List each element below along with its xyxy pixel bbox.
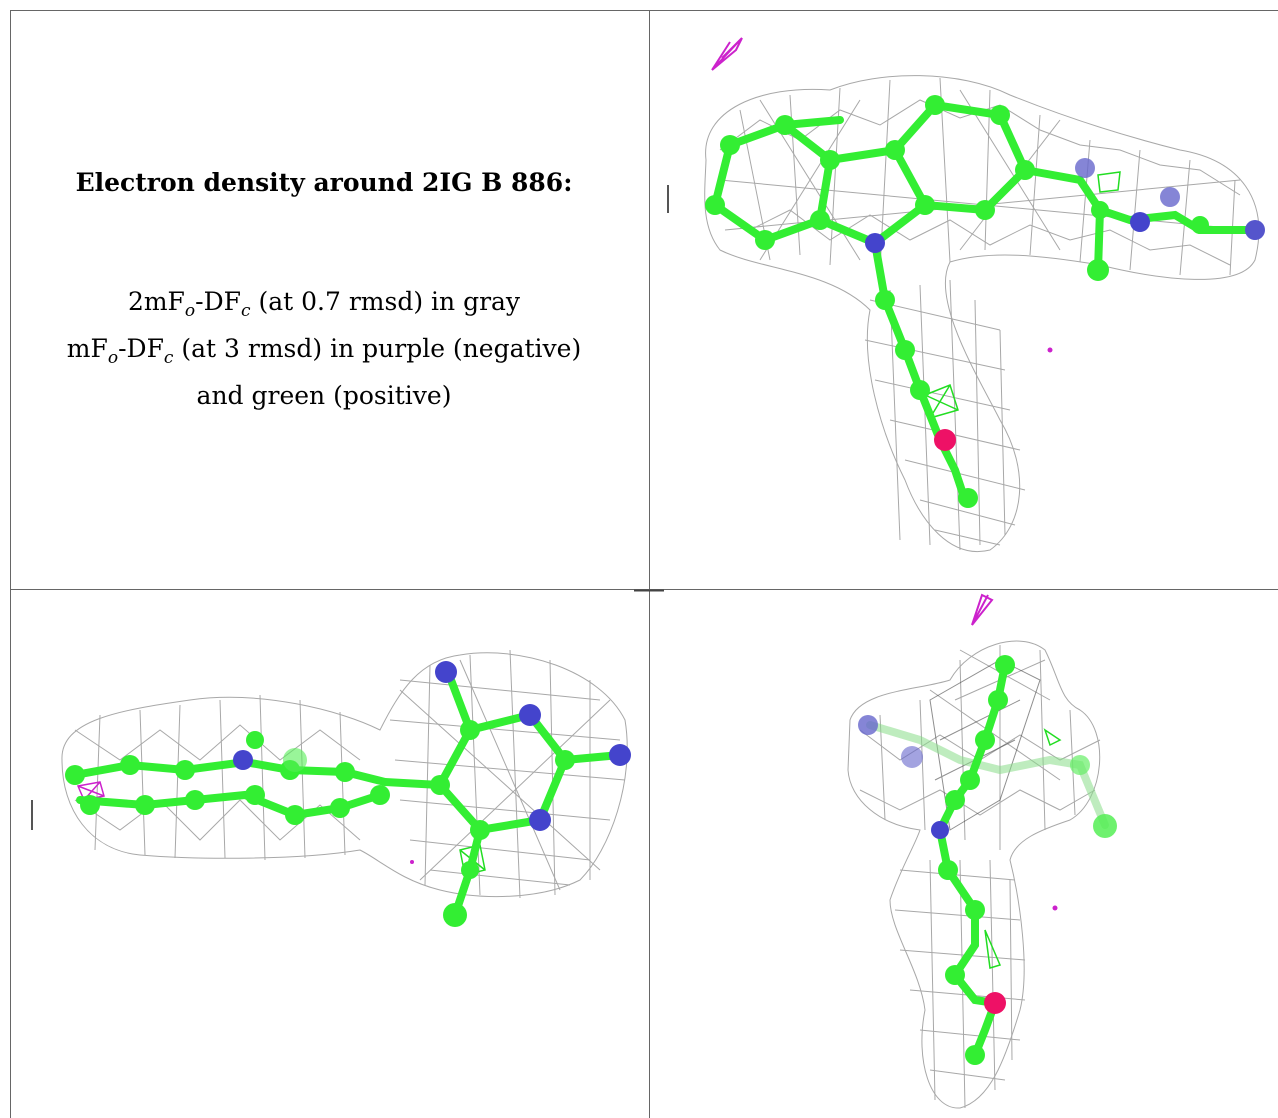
carbon-atom: [875, 290, 895, 310]
legend-text: -DF: [118, 334, 164, 363]
nitrogen-atom: [233, 750, 253, 770]
carbon-atom: [460, 720, 480, 740]
density-legend: 2mFo-DFc (at 0.7 rmsd) in gray mFo-DFc (…: [12, 283, 636, 414]
carbon-atom: [175, 760, 195, 780]
carbon-atom: [1087, 259, 1109, 281]
density-mesh-positive: [984, 728, 1062, 969]
carbon-atom: [1091, 201, 1109, 219]
ligand-bonds: [710, 100, 1254, 504]
carbon-atom: [720, 135, 740, 155]
carbon-atom: [988, 690, 1008, 710]
nitrogen-atom: [519, 704, 541, 726]
legend-subscript: o: [184, 301, 196, 321]
carbon-atom: [705, 195, 725, 215]
view-bottom-right: [847, 593, 1117, 1109]
carbon-atom: [335, 762, 355, 782]
carbon-atom: [958, 488, 978, 508]
legend-subscript: c: [241, 301, 251, 321]
legend-line-positive: and green (positive): [196, 381, 452, 410]
negative-density-dot: [410, 860, 414, 864]
carbon-atom: [80, 795, 100, 815]
legend-text: (at 3 rmsd) in purple (negative): [173, 334, 582, 363]
carbon-atom: [990, 105, 1010, 125]
carbon-atom: [945, 790, 965, 810]
nitrogen-atom: [858, 715, 878, 735]
carbon-atom: [1015, 160, 1035, 180]
carbon-atom: [895, 340, 915, 360]
carbon-atom: [775, 115, 795, 135]
carbon-atom: [245, 785, 265, 805]
carbon-atom: [246, 731, 264, 749]
carbon-atom: [461, 861, 479, 879]
carbon-atom: [945, 965, 965, 985]
carbon-atom: [285, 805, 305, 825]
outer-frame: [10, 10, 1278, 1118]
oxygen-atom: [984, 992, 1006, 1014]
carbon-atom: [885, 140, 905, 160]
carbon-atom: [1093, 814, 1117, 838]
carbon-atom: [910, 380, 930, 400]
nitrogen-atom: [865, 233, 885, 253]
density-mesh-2fofc: [704, 75, 1260, 552]
view-top-right: [667, 37, 1265, 552]
nitrogen-atom: [1130, 212, 1150, 232]
figure-caption-title: Electron density around 2IG B 886:: [75, 168, 573, 197]
nitrogen-atom: [529, 809, 551, 831]
nitrogen-atom: [901, 746, 923, 768]
view-bottom-left: [31, 649, 631, 927]
carbon-atom: [1191, 216, 1209, 234]
carbon-atom: [965, 1045, 985, 1065]
legend-line-fofc: mFo-DFc (at 3 rmsd) in purple (negative): [12, 330, 636, 377]
carbon-atom: [65, 765, 85, 785]
ligand-atoms: [705, 95, 1265, 508]
nitrogen-atom: [931, 821, 949, 839]
legend-text: -DF: [195, 287, 241, 316]
carbon-atom: [330, 798, 350, 818]
carbon-atom: [443, 903, 467, 927]
carbon-atom: [820, 150, 840, 170]
ligand-atoms: [858, 655, 1117, 1065]
legend-line-2fofc: 2mFo-DFc (at 0.7 rmsd) in gray: [12, 283, 636, 330]
carbon-atom: [120, 755, 140, 775]
carbon-atom: [135, 795, 155, 815]
carbon-atom: [975, 200, 995, 220]
carbon-atom: [810, 210, 830, 230]
nitrogen-atom: [435, 661, 457, 683]
nitrogen-atom: [1245, 220, 1265, 240]
carbon-atom: [960, 770, 980, 790]
ligand-atoms: [65, 661, 631, 927]
carbon-atom: [755, 230, 775, 250]
carbon-atom: [470, 820, 490, 840]
nitrogen-atom: [609, 744, 631, 766]
negative-density-dot: [1052, 905, 1058, 911]
carbon-atom: [185, 790, 205, 810]
density-mesh-negative: [711, 37, 743, 71]
legend-subscript: c: [163, 348, 174, 368]
legend-text: 2mF: [127, 287, 185, 316]
carbon-atom: [975, 730, 995, 750]
carbon-atom: [915, 195, 935, 215]
carbon-atom: [995, 655, 1015, 675]
nitrogen-atom: [1075, 158, 1095, 178]
negative-density-dot: [1047, 347, 1053, 353]
carbon-atom: [370, 785, 390, 805]
carbon-atom: [555, 750, 575, 770]
density-mesh-2fofc: [847, 640, 1101, 1109]
carbon-atom: [1070, 755, 1090, 775]
legend-text: mF: [66, 334, 108, 363]
legend-subscript: o: [107, 348, 119, 368]
carbon-atom: [925, 95, 945, 115]
oxygen-atom: [934, 429, 956, 451]
carbon-atom: [965, 900, 985, 920]
legend-text: (at 0.7 rmsd) in gray: [250, 287, 521, 316]
nitrogen-atom: [1160, 187, 1180, 207]
carbon-atom: [938, 860, 958, 880]
density-mesh-negative: [971, 593, 994, 626]
carbon-atom: [283, 748, 307, 772]
carbon-atom: [430, 775, 450, 795]
